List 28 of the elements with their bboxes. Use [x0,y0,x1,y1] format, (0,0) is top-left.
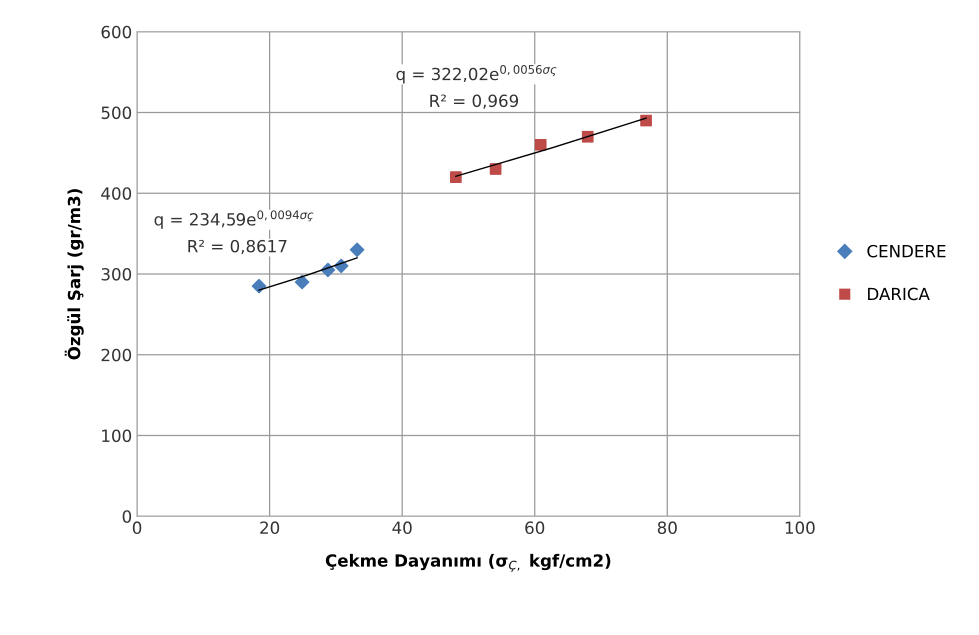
x-tick-label: 80 [658,521,677,534]
y-tick-label: 400 [101,187,132,200]
annotation: q = 322,02e$^{0,0056σς}$ [396,65,556,84]
legend-label: CENDERE [867,244,946,258]
x-tick-label: 100 [786,521,815,534]
point [450,171,462,183]
annotation: q = 234,59e$^{0,0094σç}$ [154,210,314,229]
x-tick-label: 20 [260,521,280,534]
y-tick-label: 500 [102,106,132,120]
x-axis-title: Çekme Dayanımı (σ$_{Ç,}$ kgf/cm2) [326,554,610,572]
y-tick-label: 600 [102,26,132,38]
point [490,163,502,175]
x-tick-label: 40 [392,521,412,534]
x-tick-label: 60 [525,521,544,534]
y-tick-label: 0 [122,510,132,523]
y-axis-title: Özgül Şarj (gr/m3) [64,189,84,360]
annotation: R² = 0,8617 [188,240,286,254]
point [350,242,364,258]
y-tick-label: 200 [102,348,132,362]
y-tick-label: 300 [102,268,132,281]
point [252,278,266,294]
x-tick-label: 0 [132,521,142,534]
point [640,114,652,126]
point [534,138,547,151]
annotation: R² = 0,969 [430,94,518,109]
y-tick-label: 100 [102,429,132,442]
legend-label: DARICA [868,288,930,300]
point [294,274,310,290]
